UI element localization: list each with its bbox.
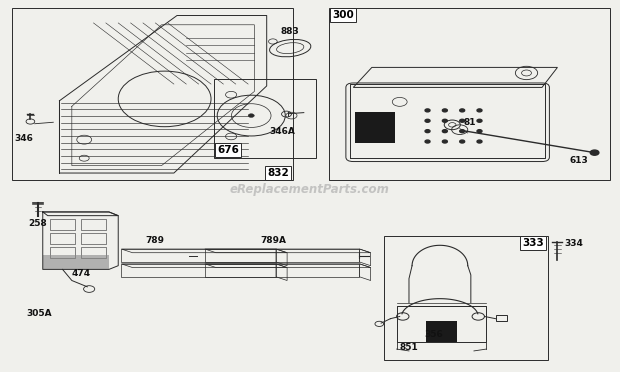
Text: 81: 81 [463,118,476,127]
Bar [265,166,291,180]
Circle shape [459,140,464,143]
Circle shape [425,130,430,133]
Circle shape [443,109,448,112]
Circle shape [443,140,448,143]
Bar [427,321,457,341]
Circle shape [459,119,464,122]
Text: 346: 346 [15,134,33,143]
Bar [81,219,106,230]
Text: 851: 851 [400,343,419,352]
Circle shape [443,130,448,133]
Text: 676: 676 [218,145,239,155]
Bar [215,143,241,157]
Text: eReplacementParts.com: eReplacementParts.com [230,183,390,196]
Circle shape [425,109,430,112]
Circle shape [425,140,430,143]
Circle shape [425,119,430,122]
Text: 789A: 789A [260,236,286,245]
Text: 333: 333 [522,238,544,248]
Text: 789: 789 [146,236,165,245]
Bar [50,247,75,258]
Bar [330,8,356,22]
Text: 305A: 305A [26,309,52,318]
Text: 474: 474 [72,269,91,278]
Bar [520,236,546,250]
Bar [50,233,75,244]
Circle shape [459,130,464,133]
Text: 300: 300 [332,10,353,20]
Text: 883: 883 [281,27,299,36]
Circle shape [248,114,254,118]
Circle shape [477,130,482,133]
Circle shape [477,119,482,122]
Bar [81,247,106,258]
Bar [495,315,507,321]
Text: 356: 356 [424,330,443,339]
Bar [384,236,548,360]
Circle shape [477,109,482,112]
Bar [12,8,293,180]
Text: 613: 613 [570,155,588,164]
Bar [50,219,75,230]
Bar [355,112,396,143]
Bar [81,233,106,244]
Circle shape [459,109,464,112]
Text: 832: 832 [267,168,289,178]
Text: 258: 258 [29,219,47,228]
Bar [214,78,316,158]
Bar [329,8,610,180]
Circle shape [477,140,482,143]
Bar [397,307,486,341]
Bar [43,254,109,269]
Circle shape [443,119,448,122]
Circle shape [590,150,599,155]
Text: 334: 334 [565,239,584,248]
Text: 346A: 346A [269,127,295,136]
